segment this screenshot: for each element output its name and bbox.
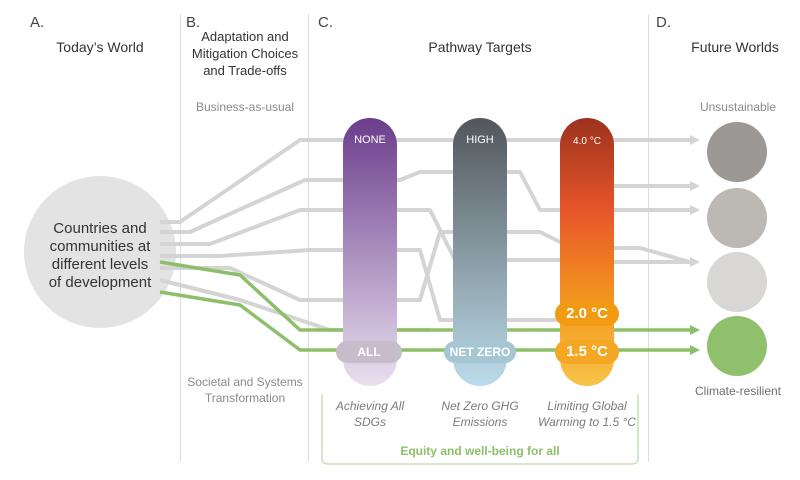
section-b-title: Adaptation and Mitigation Choices and Tr… [191,29,299,78]
sdg-caption: Achieving All SDGs [335,399,405,429]
today-world-circle [24,176,176,328]
equity-label: Equity and well-being for all [400,444,560,458]
sdg-all-badge: ALL [336,341,402,363]
unsustainable-label: Unsustainable [699,100,777,114]
future-circle-1 [707,122,767,182]
divider-cd [648,14,649,462]
arrow-4 [690,181,700,191]
temp-1-5c-badge: 1.5 °C [555,340,619,364]
future-circle-4 [707,316,767,376]
future-circle-2 [707,188,767,248]
equity-bracket [321,394,639,465]
sdg-pill [343,118,397,386]
temp-top-label: 4.0 °C [573,136,601,147]
section-a-letter: A. [30,14,45,31]
temp-2c-badge: 2.0 °C [555,302,619,326]
transformation-label: Societal and Systems Transformation [187,375,303,405]
divider-bc [308,14,309,462]
section-d-letter: D. [656,14,671,31]
ghg-net-zero-badge: NET ZERO [444,341,516,363]
section-b-letter: B. [186,14,201,31]
divider-ab [180,14,181,462]
ghg-pill [453,118,507,386]
arrow-3 [690,257,700,267]
climate-resilient-label: Climate-resilient [694,384,782,398]
today-world-text: Countries and communities at different l… [48,220,152,291]
arrow-green-1 [690,325,700,335]
ghg-caption: Net Zero GHG Emissions [441,399,519,429]
arrow-1 [690,135,700,145]
ghg-top-label: HIGH [466,134,494,146]
temp-caption: Limiting Global Warming to 1.5 °C [538,399,636,429]
section-c-letter: C. [318,14,333,31]
section-d-title: Future Worlds [691,39,779,55]
business-as-usual-label: Business-as-usual [195,100,295,114]
sdg-top-label: NONE [354,134,386,146]
arrow-2 [690,205,700,215]
section-a-title: Today’s World [56,39,144,55]
arrow-green-2 [690,345,700,355]
future-circle-3 [707,252,767,312]
section-c-title: Pathway Targets [428,39,532,55]
